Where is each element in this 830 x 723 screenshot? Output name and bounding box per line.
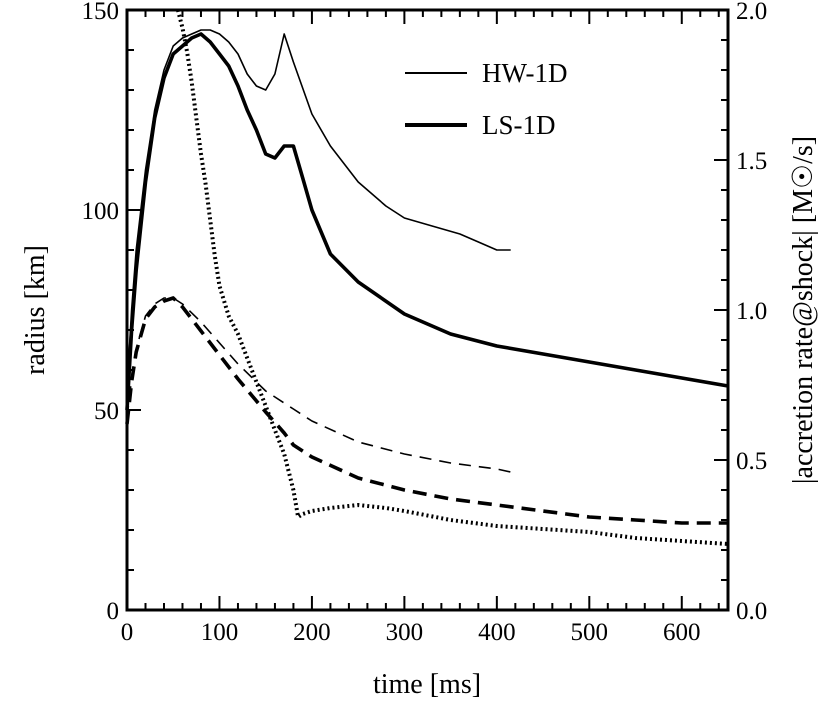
x-tick-label: 500 <box>571 619 609 646</box>
series-line-0 <box>126 29 511 391</box>
series-line-3 <box>125 296 728 525</box>
legend-label-ls1d: LS-1D <box>482 110 556 140</box>
axis-ticks <box>126 9 728 611</box>
plot-area <box>125 8 730 612</box>
x-tick-label: 400 <box>478 619 516 646</box>
y2-tick-label: 1.5 <box>736 148 767 175</box>
y-axis-title: radius [km] <box>20 245 51 375</box>
x-axis-title: time [ms] <box>373 669 481 700</box>
y-tick-label: 50 <box>94 398 119 425</box>
x-tick-label: 300 <box>386 619 424 646</box>
y2-tick-label: 2.0 <box>736 0 767 25</box>
y2-axis-title: |accretion rate@shock| [M☉/s] <box>788 136 819 484</box>
y2-tick-label: 1.0 <box>736 298 767 325</box>
series-line-4 <box>175 9 729 546</box>
y2-tick-label: 0.0 <box>736 598 767 625</box>
y-tick-label: 100 <box>82 198 120 225</box>
series-line-2 <box>126 297 511 473</box>
y2-tick-label: 0.5 <box>736 448 767 475</box>
x-tick-label: 0 <box>121 619 134 646</box>
x-tick-label: 600 <box>663 619 701 646</box>
series-layer <box>125 9 729 546</box>
series-line-1 <box>125 32 729 411</box>
tick-labels: 0 100 200 300 400 500 600 0 50 100 150 0.0 0.5 1.0 1.5… <box>82 0 768 646</box>
x-tick-label: 200 <box>293 619 331 646</box>
legend: HW-1D LS-1D <box>405 58 567 140</box>
y-tick-label: 0 <box>107 598 120 625</box>
x-tick-label: 100 <box>201 619 239 646</box>
y-tick-label: 150 <box>82 0 120 25</box>
legend-label-hw1d: HW-1D <box>482 58 567 88</box>
